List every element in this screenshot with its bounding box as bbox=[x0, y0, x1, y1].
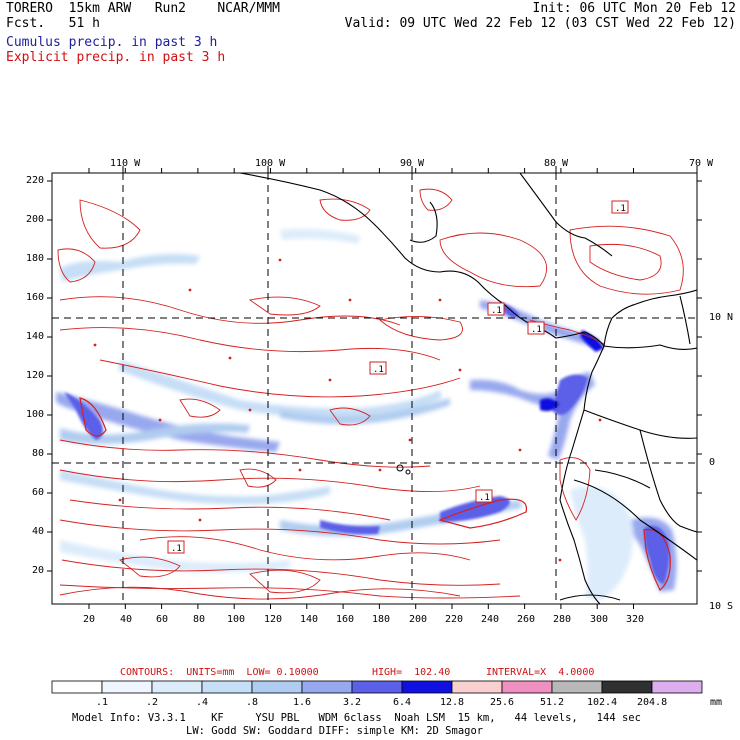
x-tick-320: 320 bbox=[626, 614, 645, 625]
colorbar-swatch bbox=[501, 680, 553, 694]
valid-time: Valid: 09 UTC Wed 22 Feb 12 (03 CST Wed … bbox=[344, 16, 736, 31]
box-label-5: .1 bbox=[479, 493, 490, 503]
x-tick-160: 160 bbox=[336, 614, 355, 625]
physics-info: LW: Godd SW: Goddard DIFF: simple KM: 2D… bbox=[186, 725, 484, 737]
box-label-6: .1 bbox=[171, 544, 182, 554]
colorbar-swatch bbox=[351, 680, 403, 694]
colorbar-swatch bbox=[601, 680, 653, 694]
explicit-legend-label: Explicit precip. in past 3 h bbox=[6, 50, 226, 65]
y-tick-140: 140 bbox=[26, 331, 45, 342]
colorbar-tick-label: 102.4 bbox=[587, 697, 618, 708]
x-tick-40: 40 bbox=[120, 614, 133, 625]
colorbar-swatch bbox=[551, 680, 603, 694]
y-tick-180: 180 bbox=[26, 253, 45, 264]
lat-label-0: 0 bbox=[709, 457, 716, 468]
y-tick-160: 160 bbox=[26, 292, 45, 303]
box-label-4: .1 bbox=[373, 365, 384, 375]
colorbar-tick-label: 6.4 bbox=[393, 697, 412, 708]
model-info: Model Info: V3.3.1 KF YSU PBL WDM 6class… bbox=[72, 712, 641, 724]
colorbar-tick-label: 51.2 bbox=[540, 697, 565, 708]
x-tick-80: 80 bbox=[193, 614, 206, 625]
contour-interval-info: INTERVAL=X 4.0000 bbox=[486, 667, 595, 678]
contour-high-info: HIGH= 102.40 bbox=[372, 667, 451, 678]
colorbar bbox=[51, 680, 703, 694]
y-tick-120: 120 bbox=[26, 370, 45, 381]
x-tick-140: 140 bbox=[300, 614, 319, 625]
colorbar-tick-label: .8 bbox=[246, 697, 259, 708]
y-tick-20: 20 bbox=[32, 565, 45, 576]
contour-units-info: CONTOURS: UNITS=mm LOW= 0.10000 bbox=[120, 667, 319, 678]
colorbar-swatch bbox=[51, 680, 103, 694]
box-label-1: .1 bbox=[615, 204, 626, 214]
x-tick-240: 240 bbox=[481, 614, 500, 625]
map-frame bbox=[51, 172, 698, 605]
x-tick-300: 300 bbox=[590, 614, 609, 625]
coastlines bbox=[239, 173, 697, 604]
colorbar-tick-label: 1.6 bbox=[293, 697, 312, 708]
x-tick-120: 120 bbox=[264, 614, 283, 625]
lon-label-70w: 70 W bbox=[689, 158, 714, 169]
colorbar-swatch bbox=[301, 680, 353, 694]
colorbar-swatch bbox=[451, 680, 503, 694]
axis-ticks bbox=[47, 166, 702, 609]
lon-label-90w: 90 W bbox=[400, 158, 425, 169]
colorbar-swatch bbox=[101, 680, 153, 694]
x-tick-220: 220 bbox=[445, 614, 464, 625]
colorbar-tick-label: .4 bbox=[196, 697, 209, 708]
colorbar-tick-label: 12.8 bbox=[440, 697, 465, 708]
galapagos-island bbox=[396, 464, 404, 472]
x-tick-180: 180 bbox=[372, 614, 391, 625]
colorbar-swatch bbox=[401, 680, 453, 694]
y-tick-40: 40 bbox=[32, 526, 45, 537]
forecast-hour: Fcst. 51 h bbox=[6, 16, 100, 31]
contour-dots bbox=[93, 258, 602, 562]
x-tick-60: 60 bbox=[156, 614, 169, 625]
x-tick-280: 280 bbox=[553, 614, 572, 625]
colorbar-tick-label: 3.2 bbox=[343, 697, 362, 708]
lat-label-10n: 10 N bbox=[709, 312, 734, 323]
explicit-precip-contours bbox=[57, 188, 684, 600]
y-tick-60: 60 bbox=[32, 487, 45, 498]
y-tick-220: 220 bbox=[26, 175, 45, 186]
colorbar-swatch bbox=[251, 680, 303, 694]
x-tick-20: 20 bbox=[83, 614, 96, 625]
colorbar-tick-label: 204.8 bbox=[637, 697, 668, 708]
colorbar-swatch bbox=[651, 680, 703, 694]
y-tick-80: 80 bbox=[32, 448, 45, 459]
box-label-2: .1 bbox=[491, 306, 502, 316]
box-label-3: .1 bbox=[531, 325, 542, 335]
y-tick-200: 200 bbox=[26, 214, 45, 225]
colorbar-tick-label: .2 bbox=[146, 697, 159, 708]
colorbar-swatch bbox=[201, 680, 253, 694]
model-run-title: TORERO 15km ARW Run2 NCAR/MMM bbox=[6, 1, 280, 16]
colorbar-tick-label: 25.6 bbox=[490, 697, 515, 708]
init-time: Init: 06 UTC Mon 20 Feb 12 bbox=[532, 1, 737, 16]
colorbar-units: mm bbox=[710, 697, 723, 708]
x-tick-100: 100 bbox=[227, 614, 246, 625]
cumulus-legend-label: Cumulus precip. in past 3 h bbox=[6, 35, 218, 50]
lon-label-110w: 110 W bbox=[110, 158, 141, 169]
y-tick-100: 100 bbox=[26, 409, 45, 420]
contour-label-boxes bbox=[167, 200, 629, 554]
lat-label-10s: 10 S bbox=[709, 601, 734, 612]
colorbar-tick-label: .1 bbox=[96, 697, 109, 708]
colorbar-swatch bbox=[151, 680, 203, 694]
x-tick-200: 200 bbox=[409, 614, 428, 625]
lon-label-100w: 100 W bbox=[255, 158, 286, 169]
x-tick-260: 260 bbox=[517, 614, 536, 625]
lon-label-80w: 80 W bbox=[544, 158, 569, 169]
